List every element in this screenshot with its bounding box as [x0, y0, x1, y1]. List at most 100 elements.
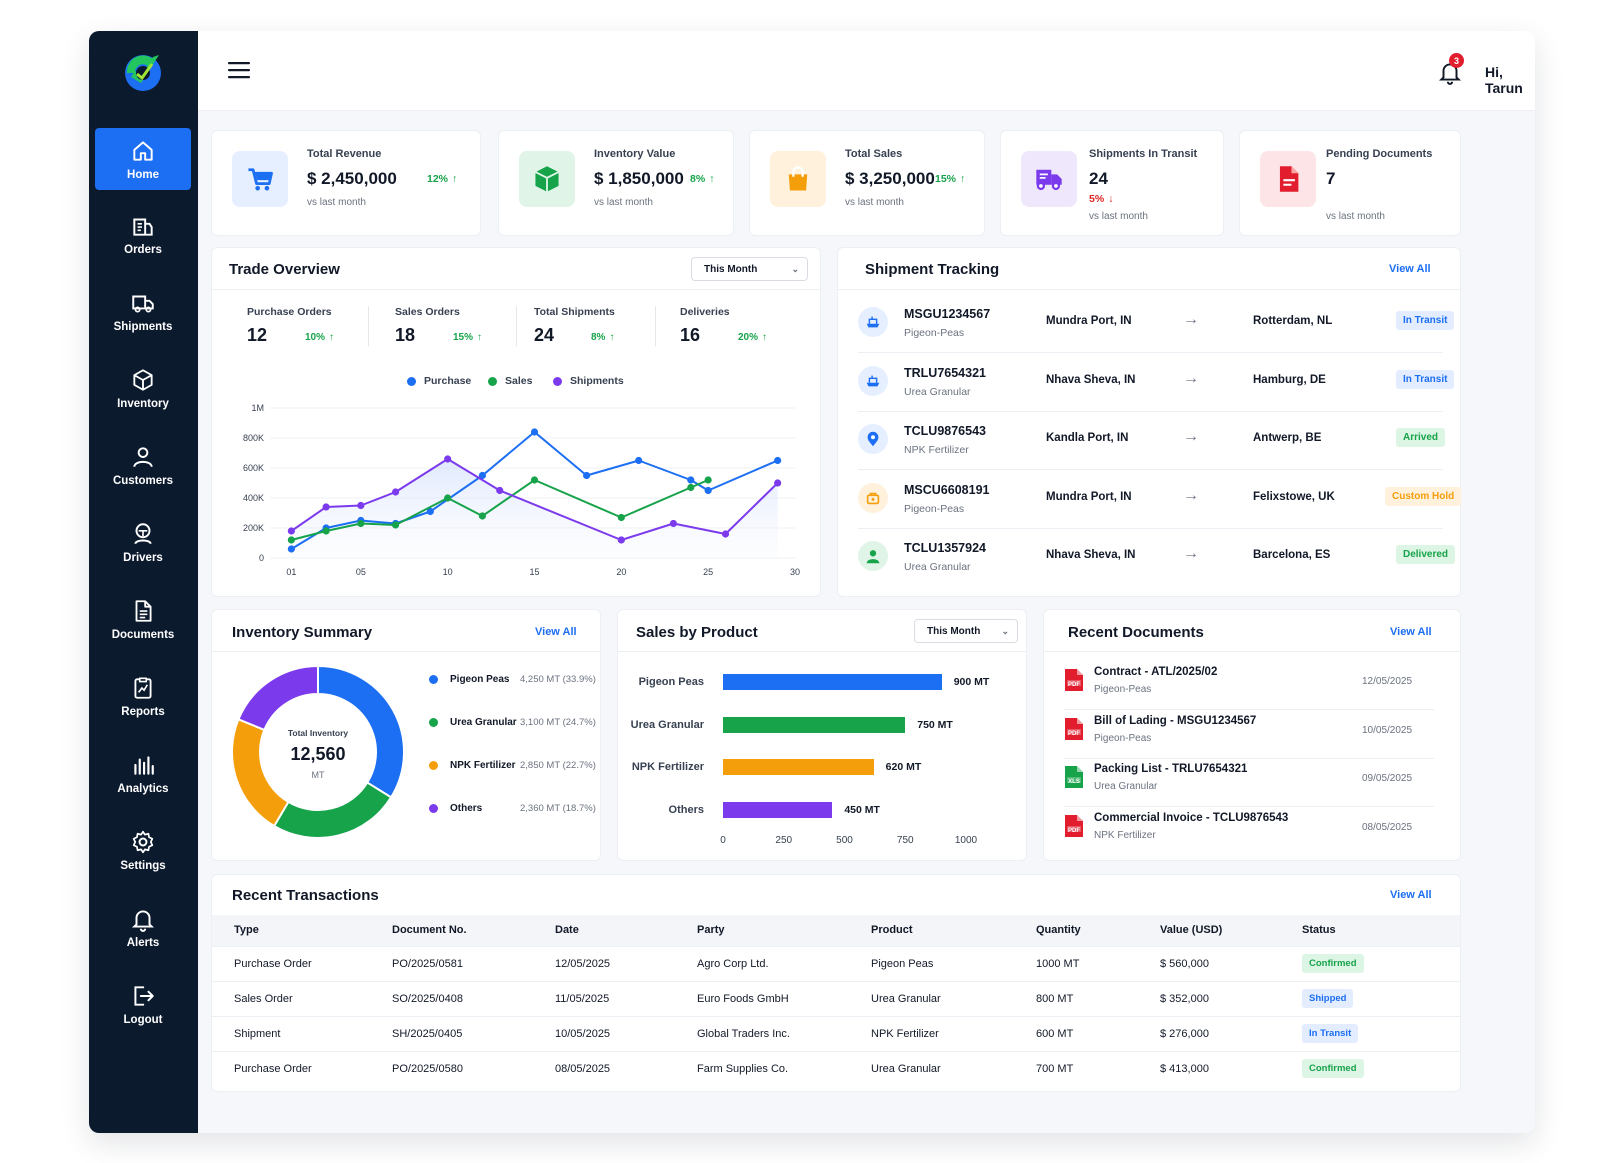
sidebar-item-label: Alerts	[126, 936, 160, 949]
sidebar-item-alerts[interactable]: Alerts	[95, 894, 191, 960]
view-all-link[interactable]: View All	[1390, 626, 1432, 638]
top-bar: 3 Hi, Tarun	[198, 31, 1535, 111]
column-header: Date	[555, 915, 697, 946]
document-row[interactable]: PDF Bill of Lading - MSGU1234567 Pigeon-Pe…	[1064, 711, 1444, 761]
tracking-row[interactable]: MSGU1234567 Pigeon-Peas Mundra Port, IN → Ro…	[858, 294, 1455, 353]
data-point-shipments[interactable]	[322, 503, 330, 511]
document-row[interactable]: XLS Packing List - TRLU7654321 Urea Granul…	[1064, 759, 1444, 809]
data-point-purchase[interactable]	[635, 456, 643, 465]
kpi-change-value: 15%	[453, 332, 474, 343]
pdf-icon	[1260, 151, 1316, 207]
sidebar-item-drivers[interactable]: Drivers	[95, 509, 191, 575]
document-row[interactable]: PDF Contract - ATL/2025/02 Pigeon-Peas 12/0…	[1064, 662, 1444, 712]
document-row[interactable]: PDF Commercial Invoice - TCLU9876543 NPK F…	[1064, 808, 1444, 858]
origin-port: Nhava Sheva, IN	[1046, 549, 1136, 561]
document-product: Urea Granular	[1094, 781, 1158, 792]
sidebar-item-customers[interactable]: Customers	[95, 432, 191, 498]
data-point-sales[interactable]	[357, 519, 365, 528]
tracking-row[interactable]: MSCU6608191 Pigeon-Peas Mundra Port, IN → Fe…	[858, 470, 1462, 529]
data-point-purchase[interactable]	[704, 486, 712, 495]
view-all-link[interactable]: View All	[1390, 889, 1432, 901]
stat-card-total-revenue[interactable]: Total Revenue $ 2,450,000 12% ↑ vs last mont…	[211, 130, 481, 236]
menu-icon[interactable]	[228, 61, 250, 79]
donut-slice-others[interactable]	[237, 664, 319, 732]
data-point-purchase[interactable]	[287, 545, 295, 553]
table-row[interactable]: Shipment SH/2025/0405 10/05/2025 Global Tra…	[212, 1015, 1460, 1051]
data-point-sales[interactable]	[687, 483, 695, 492]
stat-card-shipments-in-transit[interactable]: Shipments In Transit 24 5% ↓ vs last month	[1000, 130, 1224, 236]
sales-by-product-card: Sales by Product This Month ⌄ Pigeon Pea…	[617, 609, 1027, 861]
data-point-sales[interactable]	[322, 527, 330, 535]
document-date: 12/05/2025	[1362, 676, 1413, 687]
data-point-shipments[interactable]	[669, 519, 678, 528]
pdf-file-icon: PDF	[1064, 668, 1084, 692]
donut-slice-urea-granular[interactable]	[272, 781, 393, 839]
data-point-purchase[interactable]	[774, 456, 782, 465]
table-row[interactable]: Purchase Order PO/2025/0580 08/05/2025 Farm…	[212, 1050, 1460, 1086]
sidebar-item-home[interactable]: Home	[95, 128, 191, 190]
kpi-divider	[368, 306, 369, 346]
data-point-purchase[interactable]	[530, 428, 539, 436]
data-point-sales[interactable]	[617, 513, 625, 522]
view-all-link[interactable]: View All	[535, 626, 577, 638]
legend-item-sales: Sales	[488, 375, 532, 387]
data-point-purchase[interactable]	[478, 471, 486, 480]
sidebar-item-documents[interactable]: Documents	[95, 586, 191, 652]
bar-others[interactable]	[723, 801, 833, 818]
data-point-sales[interactable]	[478, 512, 486, 520]
stat-card-pending-documents[interactable]: Pending Documents 7 vs last month	[1239, 130, 1461, 236]
tracking-row[interactable]: TCLU9876543 NPK Fertilizer Kandla Port, IN…	[858, 411, 1446, 470]
data-point-shipments[interactable]	[721, 530, 730, 538]
legend-label: Others	[450, 803, 483, 814]
data-point-purchase[interactable]	[426, 507, 434, 516]
sidebar-item-logout[interactable]: Logout	[95, 971, 191, 1037]
pin-icon	[858, 424, 888, 454]
data-point-shipments[interactable]	[391, 488, 400, 496]
table-cell: Pigeon Peas	[871, 945, 1036, 981]
product-name: NPK Fertilizer	[904, 444, 969, 456]
row-divider	[1064, 757, 1434, 759]
data-point-shipments[interactable]	[774, 479, 782, 487]
data-point-sales[interactable]	[391, 521, 400, 529]
sales-period-dropdown[interactable]: This Month ⌄	[914, 619, 1018, 643]
row-divider	[1064, 806, 1434, 807]
destination-port: Felixstowe, UK	[1253, 490, 1335, 503]
sidebar-item-analytics[interactable]: Analytics	[95, 740, 191, 806]
trade-period-dropdown[interactable]: This Month ⌄	[691, 257, 808, 281]
document-product: NPK Fertilizer	[1094, 829, 1156, 841]
orders-icon	[133, 218, 153, 236]
sidebar-item-inventory[interactable]: Inventory	[95, 355, 191, 421]
user-greeting[interactable]: Hi, Tarun	[1485, 64, 1523, 96]
legend-value: 2,850 MT (22.7%)	[520, 760, 596, 771]
data-point-shipments[interactable]	[444, 455, 452, 463]
bar-npk-fertilizer[interactable]	[723, 759, 874, 775]
data-point-sales[interactable]	[444, 494, 452, 502]
sidebar-item-settings[interactable]: Settings	[95, 817, 191, 883]
sidebar-item-reports[interactable]: Reports	[95, 663, 191, 729]
data-point-sales[interactable]	[704, 476, 712, 484]
data-point-shipments[interactable]	[287, 527, 295, 535]
tracking-row[interactable]: TCLU1357924 Urea Granular Nhava Sheva, IN →…	[858, 528, 1456, 586]
view-all-link[interactable]: View All	[1389, 263, 1431, 275]
table-cell: $ 352,000	[1160, 980, 1302, 1016]
table-row[interactable]: Purchase Order PO/2025/0581 12/05/2025 Agro…	[212, 945, 1460, 981]
data-point-purchase[interactable]	[583, 471, 591, 480]
stat-card-inventory-value[interactable]: Inventory Value $ 1,850,000 8% ↑ vs last mon…	[498, 130, 734, 236]
tracking-row[interactable]: TRLU7654321 Urea Granular Nhava Sheva, IN →…	[858, 353, 1455, 412]
data-point-sales[interactable]	[287, 536, 295, 544]
sidebar-item-orders[interactable]: Orders	[95, 201, 191, 267]
bar-urea-granular[interactable]	[723, 716, 906, 733]
stat-label: Total Sales	[845, 148, 903, 160]
data-point-shipments[interactable]	[617, 536, 625, 544]
legend-label: Sales	[505, 375, 533, 387]
data-point-sales[interactable]	[530, 476, 539, 484]
bar-pigeon-peas[interactable]	[723, 674, 942, 690]
stat-card-total-sales[interactable]: Total Sales $ 3,250,000 15% ↑ vs last month	[749, 130, 985, 236]
data-point-shipments[interactable]	[357, 501, 365, 510]
document-date: 10/05/2025	[1362, 724, 1413, 736]
sidebar-item-shipments[interactable]: Shipments	[95, 278, 191, 344]
table-row[interactable]: Sales Order SO/2025/0408 11/05/2025 Euro Fo…	[212, 980, 1460, 1016]
divider	[212, 651, 600, 652]
data-point-purchase[interactable]	[687, 476, 695, 484]
data-point-shipments[interactable]	[496, 486, 504, 495]
